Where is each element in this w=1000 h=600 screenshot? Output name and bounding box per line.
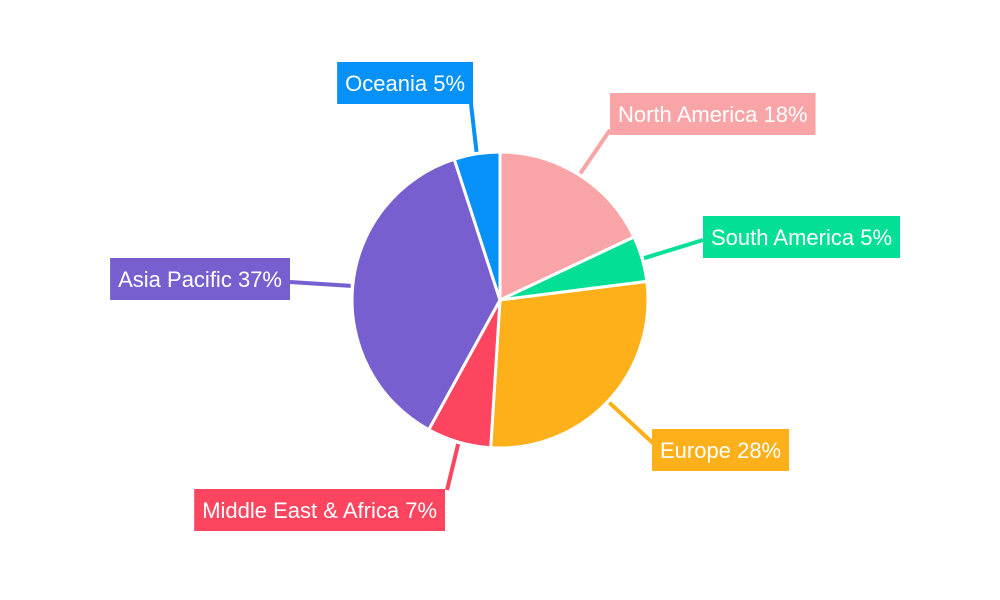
category-name: Europe — [660, 438, 731, 463]
leader-line — [578, 128, 612, 175]
label-text: Oceania 5% — [345, 71, 465, 96]
value-label: 5% — [860, 225, 892, 250]
value-label: 7% — [405, 498, 437, 523]
pie-slice — [350, 157, 502, 432]
labels: North America 18% South America 5% Europe … — [110, 62, 900, 531]
value-label: 37% — [238, 267, 282, 292]
label-text: North America 18% — [618, 102, 808, 127]
label-box — [610, 93, 816, 135]
leader-line — [607, 401, 657, 447]
label-text: Asia Pacific 37% — [118, 267, 282, 292]
label-box — [703, 216, 900, 258]
label-box — [652, 429, 790, 471]
value-label: 5% — [433, 71, 465, 96]
category-name: Oceania — [345, 71, 428, 96]
slice-label: South America 5% — [703, 216, 900, 258]
label-text: Europe 28% — [660, 438, 781, 463]
value-label: 18% — [764, 102, 808, 127]
pie-slice — [452, 150, 502, 301]
label-text: South America 5% — [711, 225, 892, 250]
label-text: Middle East & Africa 7% — [202, 498, 437, 523]
category-name: South America — [711, 225, 855, 250]
category-name: North America — [618, 102, 758, 127]
leader-line — [643, 238, 704, 261]
slice-label: Europe 28% — [652, 429, 790, 471]
pie-slice — [498, 150, 636, 303]
label-box — [337, 62, 473, 104]
label-box — [110, 258, 290, 300]
category-name: Asia Pacific — [118, 267, 232, 292]
pie-slice — [489, 279, 650, 450]
slice-label: Oceania 5% — [337, 62, 473, 104]
value-label: 28% — [737, 438, 781, 463]
leader-line — [289, 280, 351, 288]
label-box — [194, 489, 445, 531]
leader-line — [469, 103, 479, 153]
leader-line — [445, 443, 461, 491]
slice-label: Asia Pacific 37% — [110, 258, 290, 300]
category-name: Middle East & Africa — [202, 498, 400, 523]
leader-lines — [289, 103, 704, 491]
slice-label: Middle East & Africa 7% — [194, 489, 445, 531]
slices — [350, 150, 650, 450]
slice-label: North America 18% — [610, 93, 816, 135]
